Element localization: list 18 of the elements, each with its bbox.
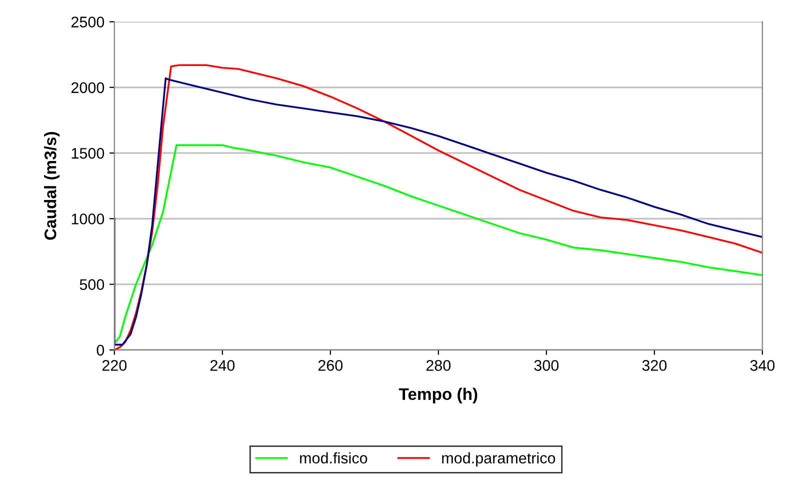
y-tick-label: 1000 xyxy=(72,214,104,224)
y-tick-label: 500 xyxy=(80,279,104,290)
x-tick-label: 320 xyxy=(642,360,667,371)
x-tick-label: 260 xyxy=(318,360,343,371)
x-tick-label: 300 xyxy=(534,360,559,371)
y-axis-title: Caudal (m3/s) xyxy=(44,132,60,240)
y-tick-label: 2000 xyxy=(71,82,104,94)
x-tick-label: 220 xyxy=(102,360,127,371)
line-series xyxy=(114,144,762,344)
x-tick-label: 280 xyxy=(426,360,451,371)
x-axis-title: Tempo (h) xyxy=(398,388,478,404)
y-tick-label: 2500 xyxy=(71,16,104,28)
x-tick-label: 240 xyxy=(210,360,235,371)
legend-label: mod.parametrico xyxy=(442,452,556,467)
x-tick-label: 340 xyxy=(750,360,775,371)
legend-label: mod.fisico xyxy=(300,452,368,464)
y-tick-label: 1500 xyxy=(72,148,104,159)
y-tick-label: 0 xyxy=(96,344,104,356)
